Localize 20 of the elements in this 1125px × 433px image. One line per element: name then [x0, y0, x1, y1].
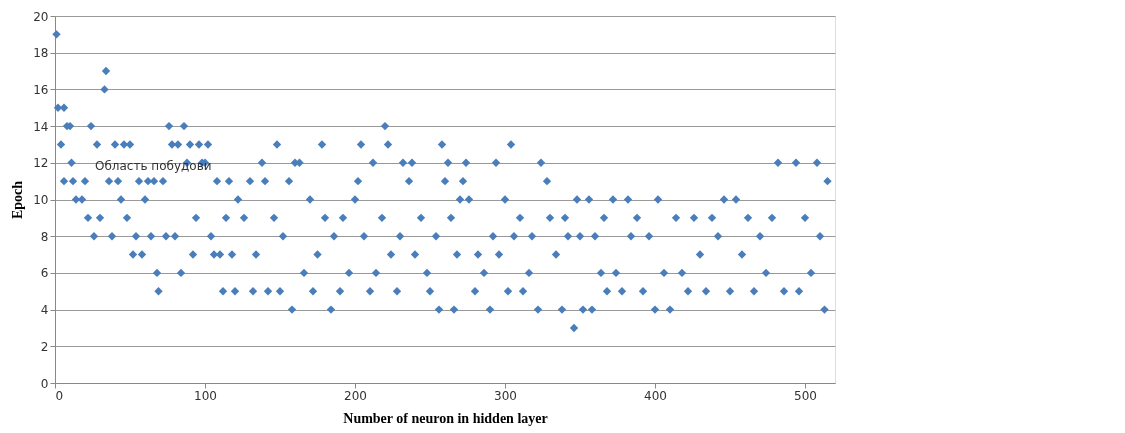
- y-tick-label: 16: [33, 82, 49, 97]
- y-tick-label: 14: [33, 119, 49, 134]
- y-tick-label: 8: [40, 229, 49, 244]
- annotation: Область побудови: [95, 159, 212, 173]
- y-tick-label: 18: [33, 46, 49, 61]
- x-tick-label: 500: [794, 388, 817, 403]
- y-axis-title: Epoch: [10, 180, 26, 220]
- x-tick-label: 0: [55, 388, 64, 403]
- x-axis-title: Number of neuron in hidden layer: [343, 410, 548, 426]
- x-tick-label: 100: [194, 388, 217, 403]
- x-tick-label: 300: [494, 388, 517, 403]
- y-tick-label: 10: [33, 193, 49, 207]
- y-tick-label: 0: [40, 376, 49, 391]
- y-tick-label: 12: [33, 156, 49, 171]
- x-tick-label: 400: [644, 388, 667, 403]
- y-tick-label: 6: [40, 266, 49, 281]
- x-tick-label: 200: [344, 388, 367, 403]
- y-tick-label: 4: [40, 303, 49, 318]
- y-tick-label: 20: [33, 9, 49, 24]
- y-tick-label: 2: [40, 339, 49, 354]
